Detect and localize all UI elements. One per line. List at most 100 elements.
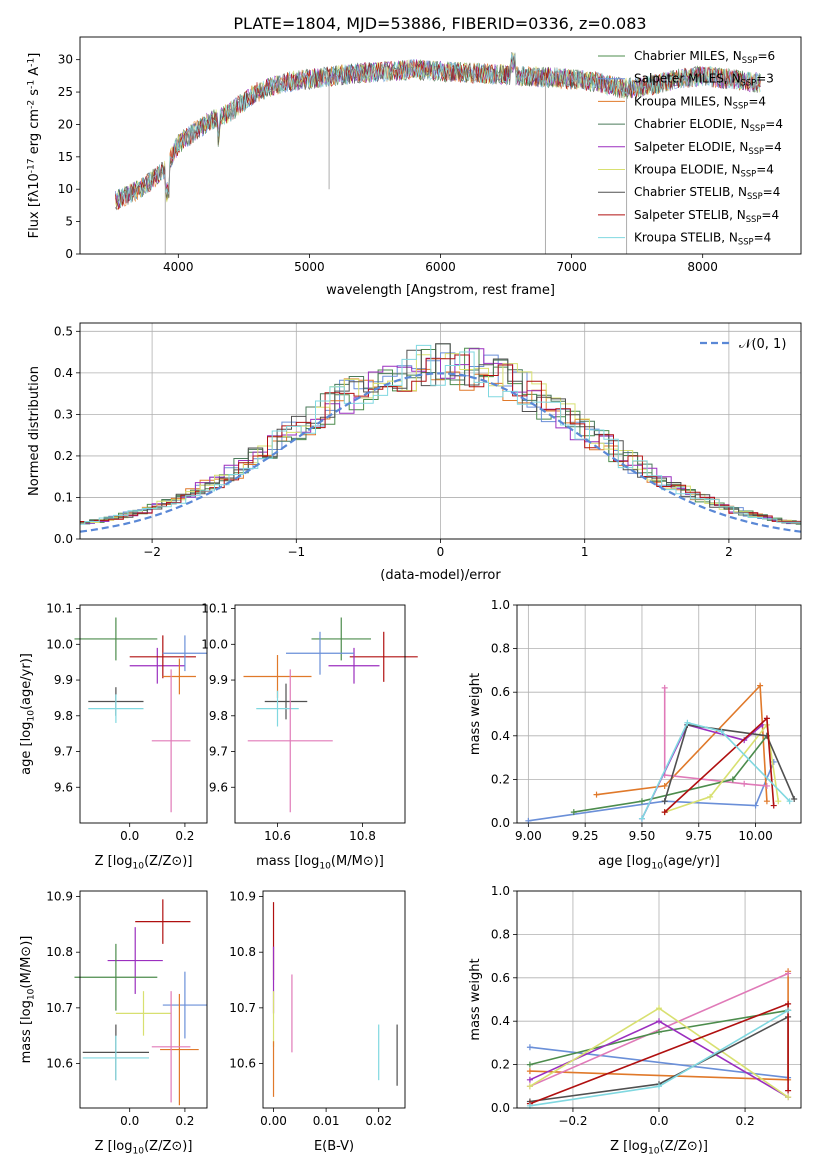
x-tick-label: 1: [581, 545, 589, 559]
age_vs_Z-axes: 0.0 0.2 9.6 9.7 9.8 9.9 10.0 10.1: [46, 602, 207, 843]
age_vs_mass-axes: 10.6 10.8 9.6 9.7 9.8 9.9 10.0 10.1: [201, 602, 418, 843]
y-tick-label: 9.8: [209, 709, 228, 723]
x-tick-label: 0.01: [313, 1114, 340, 1128]
weight-line: [664, 716, 775, 813]
y-tick-label: 30: [58, 53, 73, 67]
y-tick-label: 10.0: [201, 637, 228, 651]
x-tick-label: 9.50: [629, 829, 656, 843]
weight_vs_age-frame: [516, 604, 802, 824]
y-tick-label: 9.6: [209, 780, 228, 794]
x-tick-label: 9.75: [685, 829, 712, 843]
legend-label: Salpeter STELIB, NSSP=4: [634, 208, 779, 224]
weight-marker: [763, 782, 770, 789]
age_vs_mass-frame: [234, 604, 406, 824]
weight-marker: [656, 1083, 662, 1090]
y-axis-label: mass [log10(M/M⊙)]: [19, 936, 36, 1064]
x-tick-label: 4000: [163, 260, 194, 274]
y-tick-label: 0.0: [491, 816, 510, 830]
y-tick-label: 0.6: [491, 971, 510, 985]
weight-marker: [757, 682, 764, 689]
x-tick-label: 0.2: [175, 1114, 194, 1128]
age_vs_Z-frame: [79, 604, 208, 824]
weight-marker: [775, 798, 782, 805]
x-tick-label: 0: [437, 545, 445, 559]
y-tick-label: 0.2: [491, 1058, 510, 1072]
x-tick-label: 10.6: [264, 829, 291, 843]
spectrum-frame: [79, 36, 802, 255]
x-tick-label: 0.02: [365, 1114, 392, 1128]
weight-marker: [763, 798, 770, 805]
weight-marker: [526, 1076, 533, 1083]
mass_vs_EBV-frame: [262, 890, 406, 1109]
x-tick-label: 0.00: [260, 1114, 287, 1128]
mass_vs_EBV-axes: 0.00 0.01 0.02 10.6 10.7 10.8 10.9: [229, 890, 398, 1128]
weight-marker: [656, 1029, 662, 1036]
x-tick-label: 0.2: [175, 829, 194, 843]
y-tick-label: 9.9: [209, 673, 228, 687]
y-tick-label: 9.6: [54, 780, 73, 794]
x-tick-label: 6000: [425, 260, 456, 274]
y-tick-label: 0.4: [491, 1014, 510, 1028]
weight-marker: [752, 802, 759, 809]
y-tick-label: 0.0: [491, 1101, 510, 1115]
y-tick-label: 1.0: [491, 598, 510, 612]
legend-label: Kroupa ELODIE, NSSP=4: [634, 163, 774, 179]
weight-marker: [791, 796, 798, 803]
histogram-line: [80, 344, 801, 525]
y-tick-label: 1.0: [491, 884, 510, 898]
x-tick-label: −2: [143, 545, 161, 559]
y-tick-label: 10.8: [46, 945, 73, 959]
weight_vs_Z-frame: [516, 890, 802, 1109]
histogram-line: [80, 348, 801, 524]
spectrum-line: [115, 52, 761, 207]
legend-label: 𝒩(0, 1): [739, 337, 786, 352]
weight-marker: [785, 970, 792, 977]
weight-marker: [526, 1061, 533, 1068]
y-tick-label: 0.1: [54, 490, 73, 504]
weight-marker: [763, 715, 770, 722]
x-tick-label: 0.0: [120, 829, 139, 843]
legend-label: Kroupa MILES, NSSP=4: [634, 94, 766, 110]
y-tick-label: 0.2: [54, 449, 73, 463]
y-tick-label: 10.9: [46, 890, 73, 904]
x-axis-label: (data-model)/error: [380, 568, 501, 583]
legend-label: Salpeter ELODIE, NSSP=4: [634, 140, 782, 156]
weight-marker: [770, 802, 777, 809]
weight-line: [596, 683, 768, 802]
x-axis-label: wavelength [Angstrom, rest frame]: [326, 283, 555, 298]
x-tick-label: 0.2: [736, 1114, 755, 1128]
y-tick-label: 10.7: [46, 1001, 73, 1015]
x-tick-label: −1: [287, 545, 305, 559]
x-tick-label: 9.00: [515, 829, 542, 843]
mass_vs_Z-frame: [79, 890, 208, 1109]
weight-marker: [718, 728, 725, 735]
residuals-axes: −2 −1 0 1 2 0.0 0.1 0.2 0.3 0.4 0.5: [54, 323, 802, 559]
x-tick-label: 0.0: [120, 1114, 139, 1128]
y-tick-label: 0.4: [54, 366, 73, 380]
y-axis-label: mass weight: [468, 673, 483, 755]
y-tick-label: 0.6: [491, 685, 510, 699]
weight-marker: [593, 791, 600, 798]
x-axis-label: Z [log10(Z/Z⊙)]: [95, 1139, 193, 1156]
y-tick-label: 0.3: [54, 407, 73, 421]
weight-marker: [526, 1083, 533, 1090]
x-tick-label: −0.2: [558, 1114, 587, 1128]
x-axis-label: Z [log10(Z/Z⊙)]: [95, 854, 193, 871]
y-axis-label: age [log10(age/yr)]: [19, 653, 36, 775]
weight-marker: [729, 776, 736, 783]
weight-marker: [741, 780, 748, 787]
y-tick-label: 0.4: [491, 729, 510, 743]
x-axis-label: age [log10(age/yr)]: [598, 854, 720, 871]
weight-line: [664, 722, 780, 813]
y-tick-label: 10.9: [229, 890, 256, 904]
y-tick-label: 25: [58, 85, 73, 99]
y-tick-label: 9.7: [54, 745, 73, 759]
weight-marker: [661, 684, 668, 691]
residuals-frame: [79, 322, 802, 540]
weight-marker: [786, 798, 793, 805]
weight-marker: [638, 798, 645, 805]
x-tick-label: 10.00: [738, 829, 772, 843]
y-tick-label: 0: [65, 247, 73, 261]
x-tick-label: 10.8: [349, 829, 376, 843]
weight-line: [663, 687, 767, 787]
